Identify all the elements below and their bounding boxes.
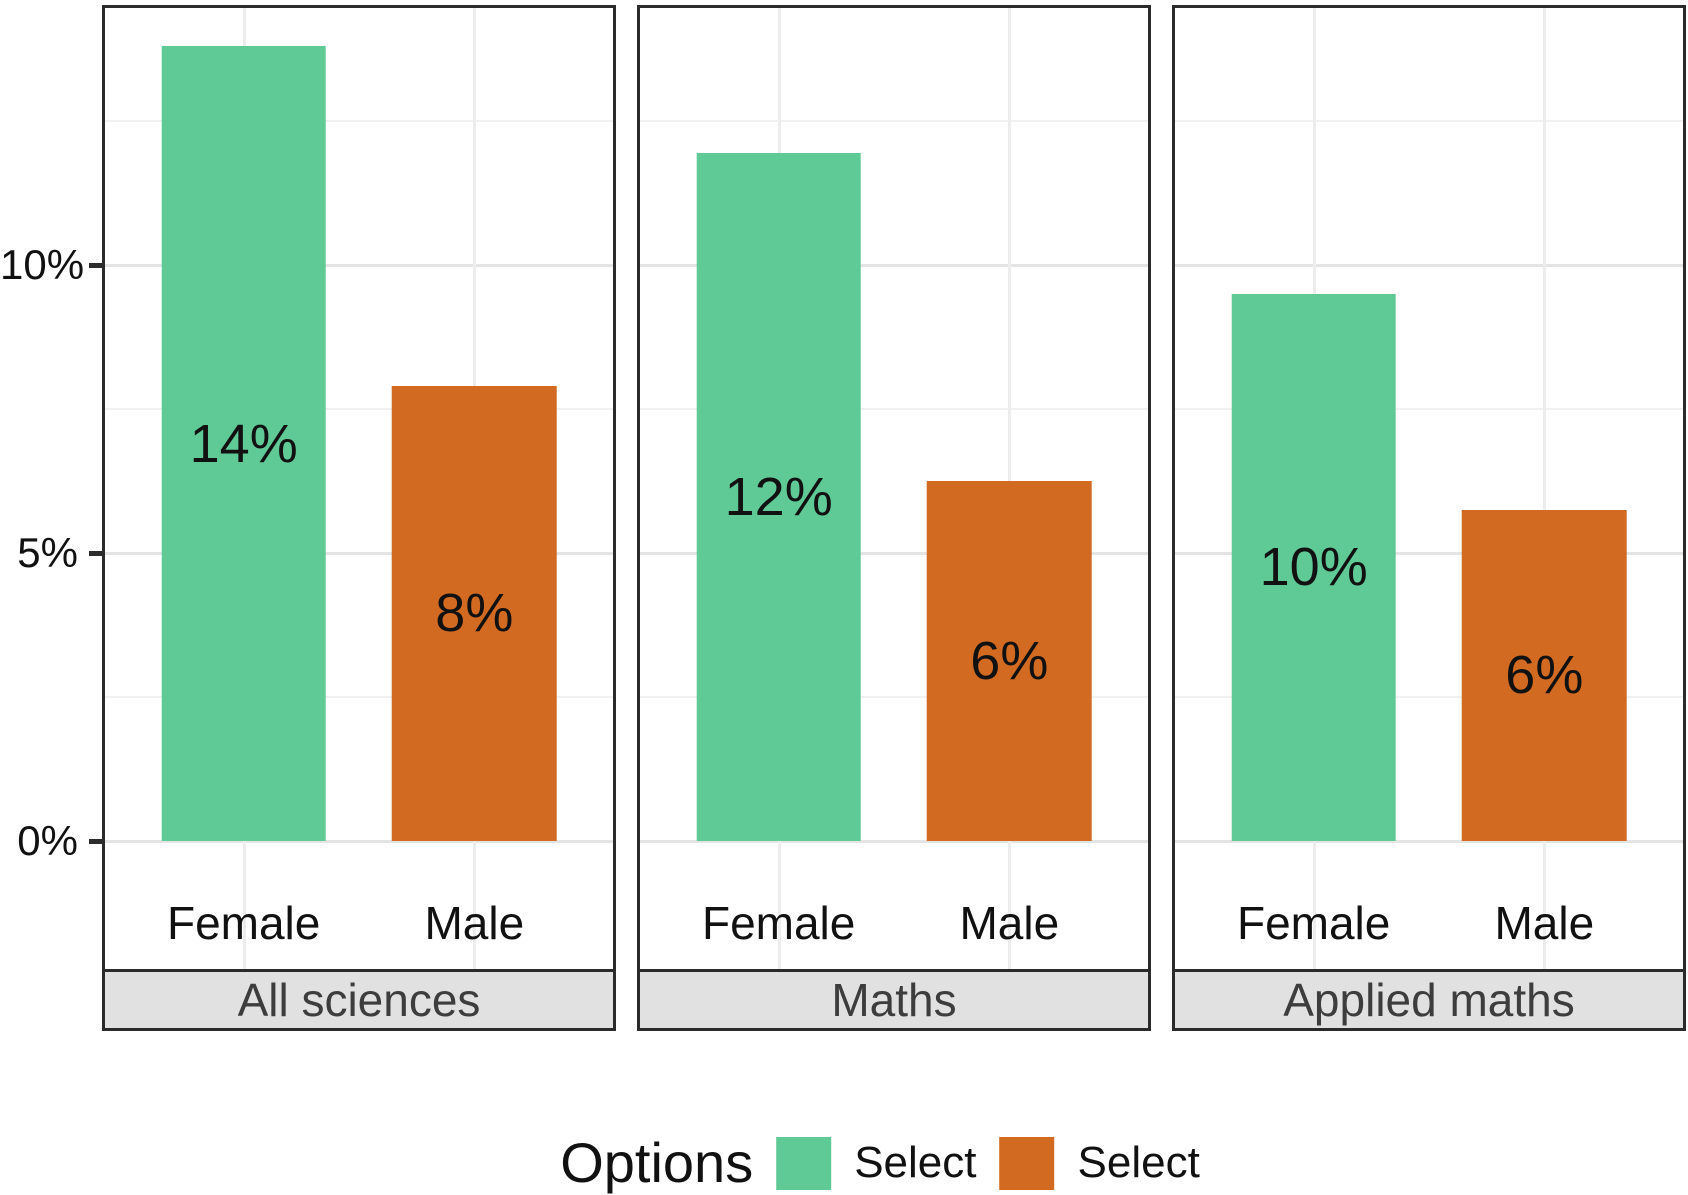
minor-gridline xyxy=(1175,120,1683,122)
category-label-male: Male xyxy=(424,897,525,949)
legend-title: Options xyxy=(560,1131,754,1194)
facet-strip-label: Maths xyxy=(831,974,957,1026)
major-gridline xyxy=(640,840,1148,843)
bar-value-label: 10% xyxy=(1259,537,1368,598)
bar-value-label: 12% xyxy=(724,466,833,527)
facet-strip: All sciences xyxy=(105,969,613,1028)
legend-entry-label: Select xyxy=(1077,1138,1200,1187)
legend-entry: Select xyxy=(999,1136,1200,1190)
facet-panel: 10% Female 6% Male Applied maths xyxy=(1172,5,1686,1031)
category-label-male: Male xyxy=(959,897,1060,949)
facet-strip-label: Applied maths xyxy=(1283,974,1575,1026)
facet-panel: 14% Female 8% Male All sciences xyxy=(102,5,616,1031)
minor-gridline xyxy=(105,120,613,122)
y-axis-tick-label: 5% xyxy=(17,529,78,576)
legend-entry: Select xyxy=(776,1136,977,1190)
panels: 14% Female 8% Male All sciences 12% Female 6%… xyxy=(102,5,1686,1031)
legend-entry-label: Select xyxy=(854,1138,977,1187)
category-label-female: Female xyxy=(1236,897,1391,949)
major-gridline xyxy=(640,552,1148,555)
minor-gridline xyxy=(640,408,1148,410)
bar-male xyxy=(927,481,1092,841)
category-label-female: Female xyxy=(701,897,856,949)
minor-gridline xyxy=(640,120,1148,122)
bar-male xyxy=(1462,509,1627,841)
major-gridline xyxy=(105,552,613,555)
major-gridline xyxy=(105,840,613,843)
major-gridline xyxy=(640,264,1148,267)
facet-strip: Maths xyxy=(640,969,1148,1028)
minor-gridline xyxy=(1175,408,1683,410)
major-gridline xyxy=(1175,840,1683,843)
major-gridline xyxy=(1175,552,1683,555)
legend: Options Select Select xyxy=(560,1135,1200,1191)
major-gridline xyxy=(105,264,613,267)
bar-value-label: 6% xyxy=(1505,645,1584,706)
y-axis-tick-mark xyxy=(89,263,103,268)
y-axis-tick-label: 10% xyxy=(0,241,85,288)
facet-strip-label: All sciences xyxy=(237,974,481,1026)
bar-male xyxy=(392,385,557,841)
bar-value-label: 8% xyxy=(435,583,514,644)
bar-female xyxy=(696,152,861,841)
y-axis-tick-label: 0% xyxy=(17,817,78,864)
plot-region: 14% Female 8% Male xyxy=(105,8,613,969)
bar-female xyxy=(161,46,326,841)
minor-gridline xyxy=(105,696,613,698)
plot-region: 10% Female 6% Male xyxy=(1175,8,1683,969)
y-axis-tick-mark xyxy=(89,551,103,556)
legend-swatch xyxy=(999,1136,1055,1190)
category-label-male: Male xyxy=(1494,897,1595,949)
minor-gridline xyxy=(105,408,613,410)
minor-gridline xyxy=(640,696,1148,698)
minor-gridline xyxy=(1175,696,1683,698)
facet-panel: 12% Female 6% Male Maths xyxy=(637,5,1151,1031)
facet-strip: Applied maths xyxy=(1175,969,1683,1028)
bar-value-label: 6% xyxy=(970,631,1049,691)
plot-region: 12% Female 6% Male xyxy=(640,8,1148,969)
major-gridline xyxy=(1175,264,1683,267)
y-axis-tick-mark xyxy=(89,839,103,844)
category-label-female: Female xyxy=(166,897,321,949)
vertical-gridline xyxy=(1543,8,1547,969)
bar-female xyxy=(1231,293,1396,841)
bar-value-label: 14% xyxy=(189,413,298,474)
legend-swatch xyxy=(776,1136,832,1190)
